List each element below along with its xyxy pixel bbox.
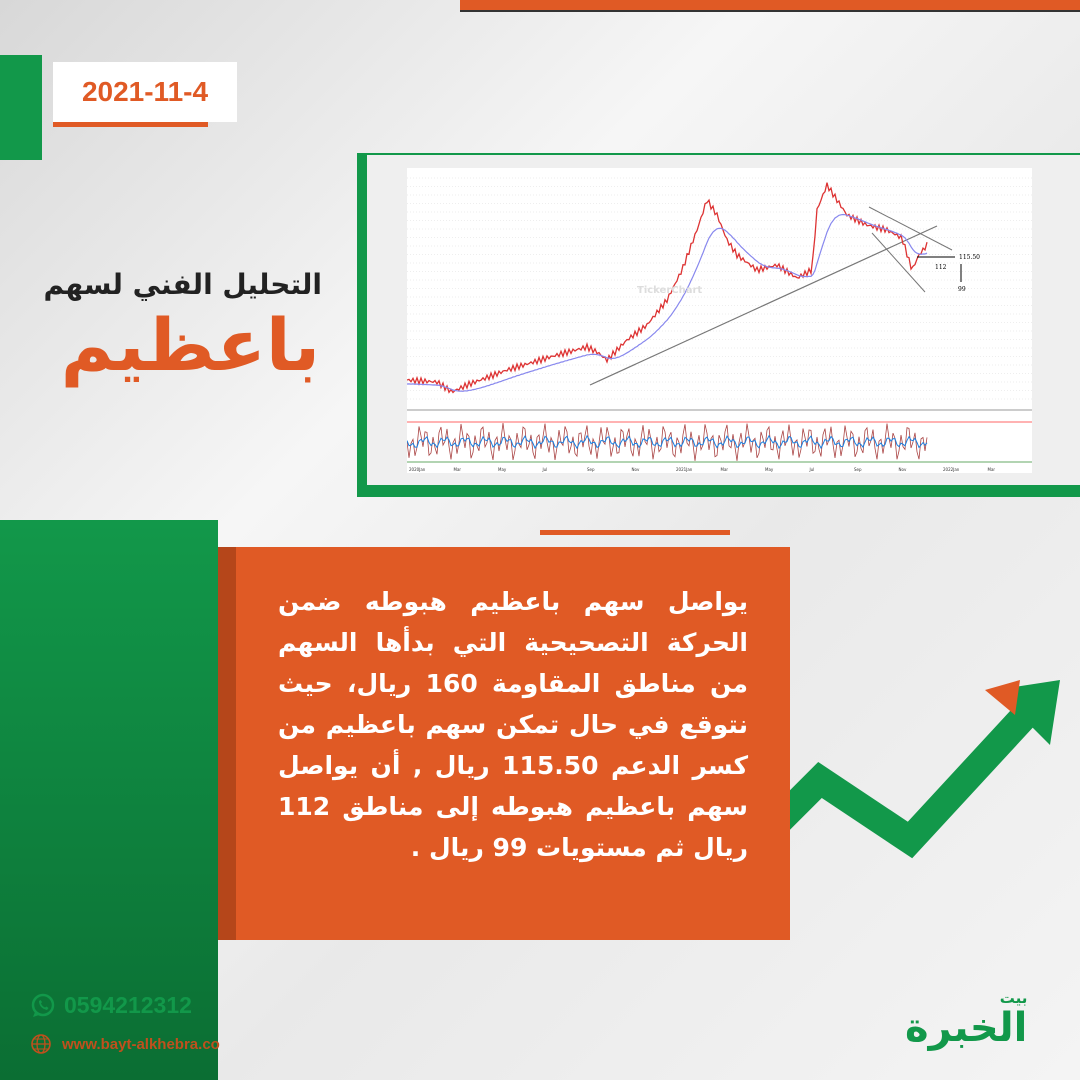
- x-axis-label: 2021Jan: [676, 467, 693, 472]
- x-axis-label: Jul: [809, 467, 815, 472]
- whatsapp-icon: [31, 993, 55, 1017]
- accent-line: [540, 530, 730, 535]
- x-axis-label: Mar: [454, 467, 462, 472]
- text-box-strip: [218, 547, 236, 940]
- website-url: www.bayt-alkhebra.co: [62, 1035, 220, 1053]
- stock-chart: TickerChart 115.50 112 99 2020Jan Mar May J…: [407, 168, 1032, 473]
- x-axis-label: 2020Jan: [409, 467, 426, 472]
- globe-icon: [31, 1034, 51, 1054]
- date-underline: [53, 122, 208, 127]
- top-accent-line: [460, 10, 1080, 12]
- price-series: [407, 182, 928, 394]
- green-accent-block: [0, 55, 42, 160]
- title-line1: التحليل الفني لسهم: [43, 268, 322, 301]
- top-accent-bar: [460, 0, 1080, 10]
- green-side-panel: [0, 520, 218, 1080]
- analysis-text: يواصل سهم باعظيم هبوطه ضمن الحركة التصحي…: [278, 587, 749, 862]
- x-axis-label: Jul: [542, 467, 548, 472]
- x-axis-label: Mar: [988, 467, 996, 472]
- website-contact[interactable]: www.bayt-alkhebra.co: [30, 1033, 220, 1055]
- analysis-text-box: يواصل سهم باعظيم هبوطه ضمن الحركة التصحي…: [236, 547, 790, 940]
- channel-lower-line: [871, 232, 926, 293]
- brand-logo: بيت الخبرة: [905, 990, 1027, 1050]
- chart-background: [407, 168, 1032, 473]
- channel-upper-line: [868, 206, 953, 251]
- x-axis-label: Sep: [587, 467, 595, 472]
- rsi-average-series: [407, 434, 928, 450]
- x-axis-label: May: [765, 467, 774, 472]
- chart-grid: [407, 177, 1032, 400]
- date-badge: 2021-11-4: [53, 62, 237, 122]
- logo-main-text: الخبرة: [905, 1005, 1028, 1051]
- stock-name-title: باعظيم: [60, 303, 320, 387]
- support-label: 115.50: [959, 254, 980, 261]
- ema-series: [407, 213, 928, 392]
- x-axis-label: May: [498, 467, 507, 472]
- x-axis-label: Nov: [899, 467, 907, 472]
- x-axis-labels: 2020Jan Mar May Jul Sep Nov 2021Jan Mar May Jul Se…: [409, 467, 995, 472]
- phone-number: 0594212312: [64, 992, 192, 1018]
- x-axis-label: Mar: [721, 467, 729, 472]
- target1-label: 112: [935, 264, 947, 271]
- x-axis-label: Nov: [632, 467, 640, 472]
- x-axis-label: Sep: [854, 467, 862, 472]
- logo-top-text: بيت: [999, 989, 1028, 1007]
- chart-watermark: TickerChart: [637, 285, 702, 296]
- trend-line: [589, 225, 938, 386]
- phone-contact[interactable]: 0594212312: [30, 992, 192, 1019]
- rsi-series: [407, 422, 928, 461]
- target2-label: 99: [958, 286, 966, 293]
- x-axis-label: 2022Jan: [943, 467, 960, 472]
